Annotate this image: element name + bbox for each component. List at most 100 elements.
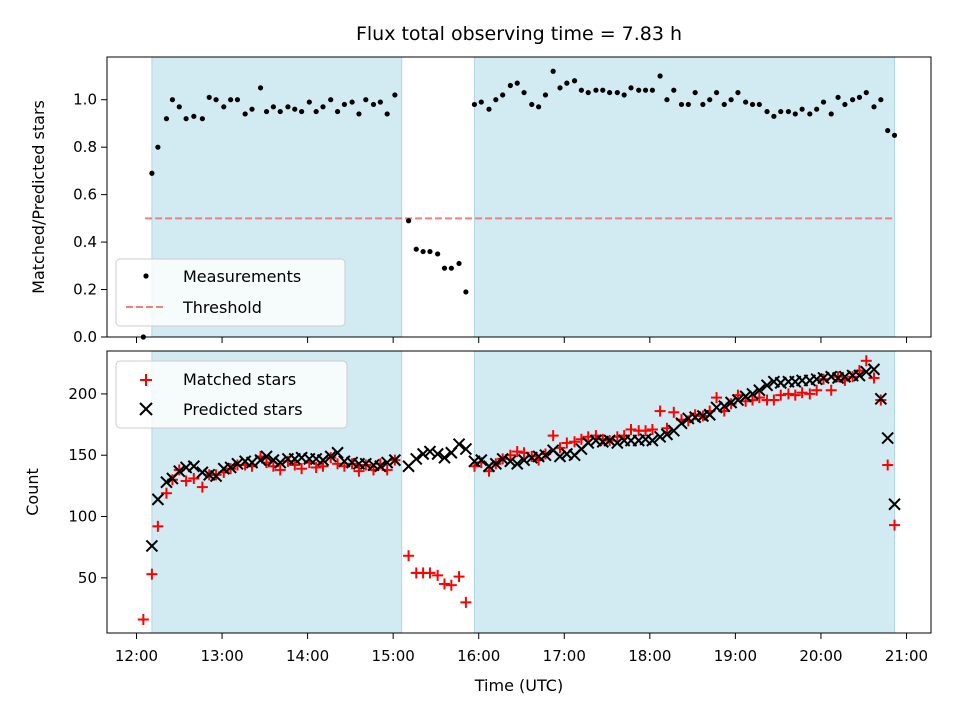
x-tick-label: 15:00 [372,647,415,665]
measurement-point [277,108,283,115]
matched-star-point [289,459,301,471]
measurement-point [328,97,334,103]
predicted-star-point [410,452,423,466]
measurement-point [835,94,841,100]
matched-star-point [569,436,581,448]
measurement-point [850,97,856,103]
predicted-star-point [423,445,437,458]
x-tick-label: 19:00 [714,647,757,665]
predicted-star-point [374,460,387,473]
measurement-point [749,101,756,108]
measurement-point [456,260,462,267]
measurement-point [292,106,298,112]
measurement-point [169,97,176,103]
matched-star-point [137,614,149,626]
legend-predicted-marker [139,402,153,416]
predicted-star-point [187,460,201,473]
measurement-point [721,101,727,108]
predicted-star-point [416,447,430,461]
measurement-point [257,85,264,91]
measurement-point [542,92,549,98]
predicted-star-point [260,450,273,463]
legend-matched-marker [140,374,152,386]
measurement-point [234,97,241,103]
x-tick-label: 18:00 [628,647,671,665]
matched-star-point [310,461,322,473]
measurement-point [448,265,454,271]
measurement-point [163,116,170,122]
y-tick-label: 50 [78,569,97,587]
measurement-point [642,87,649,93]
measurement-point [191,113,197,119]
matched-star-point [782,388,794,400]
measurement-point [578,87,584,93]
ratio-legend-box [115,258,346,327]
measurement-point [743,99,749,105]
measurement-point [564,80,570,86]
measurement-point [807,111,813,117]
count-panel: 50 100 150 200 12:00 13:00 14:00 15:00 16:00 17:0… [23,350,932,695]
measurement-point [713,89,720,96]
matched-star-point [796,387,808,399]
measurement-point [863,89,869,96]
matched-star-point [353,465,365,477]
x-axis-label: Time (UTC) [474,676,563,695]
legend-matched-label: Matched stars [183,370,296,389]
predicted-star-point [173,464,186,478]
predicted-star-point [753,384,766,397]
measurement-point [377,99,383,105]
measurement-point [600,87,606,93]
matched-star-point [654,405,666,417]
matched-star-point [640,425,652,437]
measurement-point [585,89,591,96]
measurement-point [183,116,189,122]
matched-star-point [196,481,208,493]
predicted-star-point [331,446,344,459]
predicted-star-point [452,437,466,451]
matched-star-point [274,464,286,476]
measurement-point [764,108,770,115]
predicted-star-point [731,393,745,407]
predicted-star-point [245,456,259,469]
predicted-star-point [511,457,524,471]
measurement-point [799,106,805,112]
legend-predicted-label: Predicted stars [183,400,303,419]
x-tick-label: 12:00 [115,647,158,665]
y-tick-label: 0.0 [73,328,97,346]
measurement-point [392,92,398,98]
predicted-star-point [475,453,488,467]
ratio-y-axis-label: Matched/Predicted stars [29,100,48,294]
predicted-star-point [746,387,759,401]
measurement-point [828,111,834,117]
matched-star-point [711,392,723,404]
predicted-star-point [760,379,774,392]
matched-star-point [160,487,172,499]
predicted-star-point [675,417,688,430]
predicted-star-point [860,365,873,379]
measurement-point [778,108,784,115]
measurement-point [664,97,670,103]
measurement-point [463,289,469,295]
count-legend: Matched stars Predicted stars [115,360,348,429]
measurement-point [521,89,527,96]
measurement-point [486,106,492,112]
predicted-star-point [888,498,901,511]
measurement-point [550,68,556,74]
measurement-point [871,104,877,110]
measurement-point [536,104,542,110]
y-tick-label: 1.0 [73,91,97,109]
measurement-point [435,251,441,257]
measurement-point [607,89,613,96]
matched-star-point [439,578,450,590]
predicted-star-point [517,453,531,467]
y-tick-label: 0.4 [73,233,97,251]
measurement-point [671,87,677,93]
y-tick-label: 0.2 [73,281,97,299]
observing-window-2 [473,350,896,634]
y-tick-label: 200 [68,385,97,403]
measurement-point [529,101,535,108]
measurement-point [370,101,377,108]
measurement-point [285,104,291,110]
measurement-point [621,92,627,98]
matched-star-point [188,473,200,485]
